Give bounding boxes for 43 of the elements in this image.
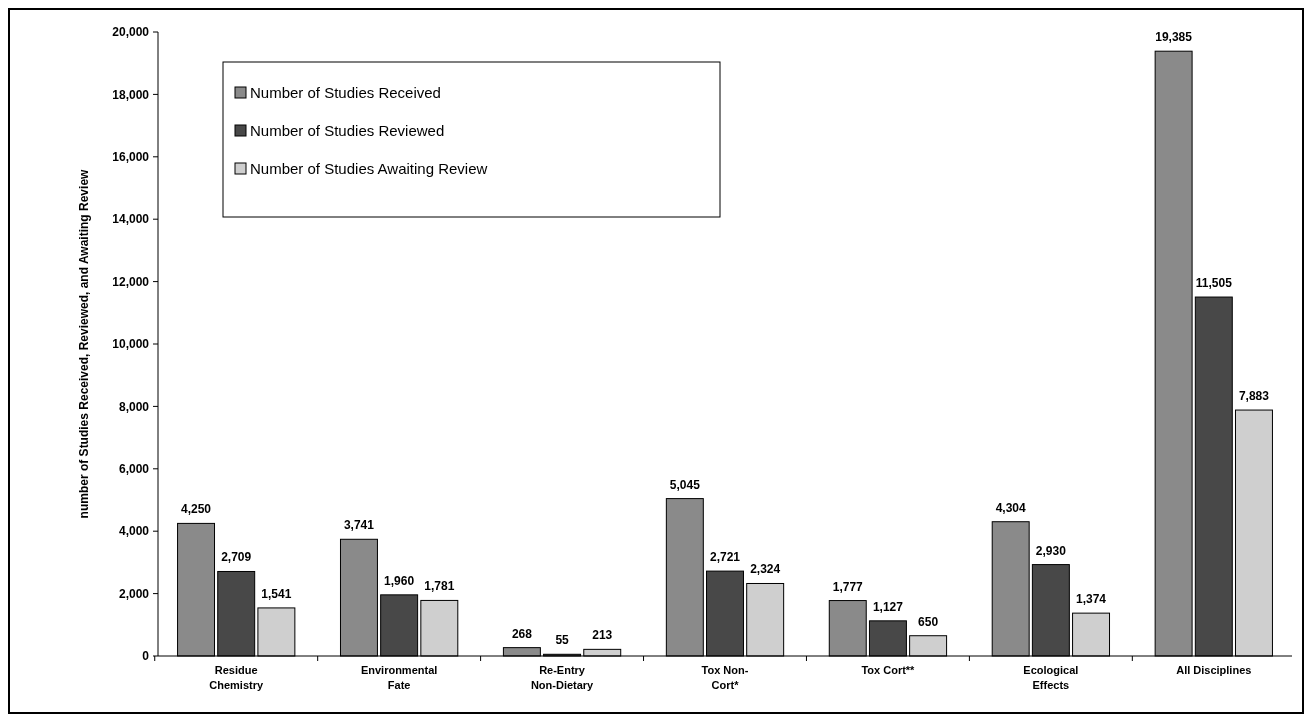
data-label: 2,709 [221,550,252,565]
data-label: 650 [918,614,939,629]
y-tick-label: 6,000 [118,462,150,476]
y-tick-label: 16,000 [112,150,150,164]
y-axis-title: number of Studies Received, Reviewed, and Awaiting Review [77,168,91,519]
y-tick-label: 8,000 [118,399,150,414]
y-tick-label: 14,000 [112,212,150,227]
data-label: 1,781 [424,579,455,594]
data-label: 11,505 [1195,276,1233,291]
data-label: 55 [555,633,570,648]
data-label: 1,127 [872,599,904,614]
x-tick-label: Residue Chemistry [209,664,264,691]
x-tick-label: Tox Cort** [861,664,916,676]
y-tick-label: 18,000 [112,87,150,102]
data-label: 7,883 [1238,389,1270,404]
y-tick-label: 20,000 [112,25,150,40]
data-label: 1,374 [1076,592,1107,607]
data-label: 5,045 [669,477,701,492]
data-label: 3,741 [343,518,375,533]
x-tick-label: Tox Non- Cort* [701,664,749,691]
x-tick-label: Environmental Fate [360,664,438,691]
data-label: 268 [511,626,533,641]
data-label: 1,541 [261,586,292,601]
x-tick-label: Re-Entry Non-Dietary [530,664,595,691]
data-label: 2,930 [1035,543,1067,558]
y-tick-label: 12,000 [112,274,150,289]
data-label: 1,960 [384,573,415,588]
y-tick-label: 2,000 [118,586,150,601]
legend-label: Number of Studies Received [250,84,441,102]
data-label: 4,304 [995,500,1027,515]
data-label: 19,385 [1155,30,1193,45]
data-label: 1,777 [832,579,864,594]
y-tick-label: 4,000 [118,524,150,539]
data-label: 2,324 [750,562,781,577]
data-label: 4,250 [181,502,212,517]
y-tick-label: 0 [142,649,150,664]
data-label: 213 [592,628,613,643]
legend-label: Number of Studies Awaiting Review [250,160,488,178]
data-label: 2,721 [709,550,741,565]
x-tick-label: Ecological Effects [1023,664,1079,691]
x-tick-label: All Disciplines [1176,664,1252,676]
y-tick-label: 10,000 [112,337,150,352]
legend-label: Number of Studies Reviewed [250,122,445,140]
